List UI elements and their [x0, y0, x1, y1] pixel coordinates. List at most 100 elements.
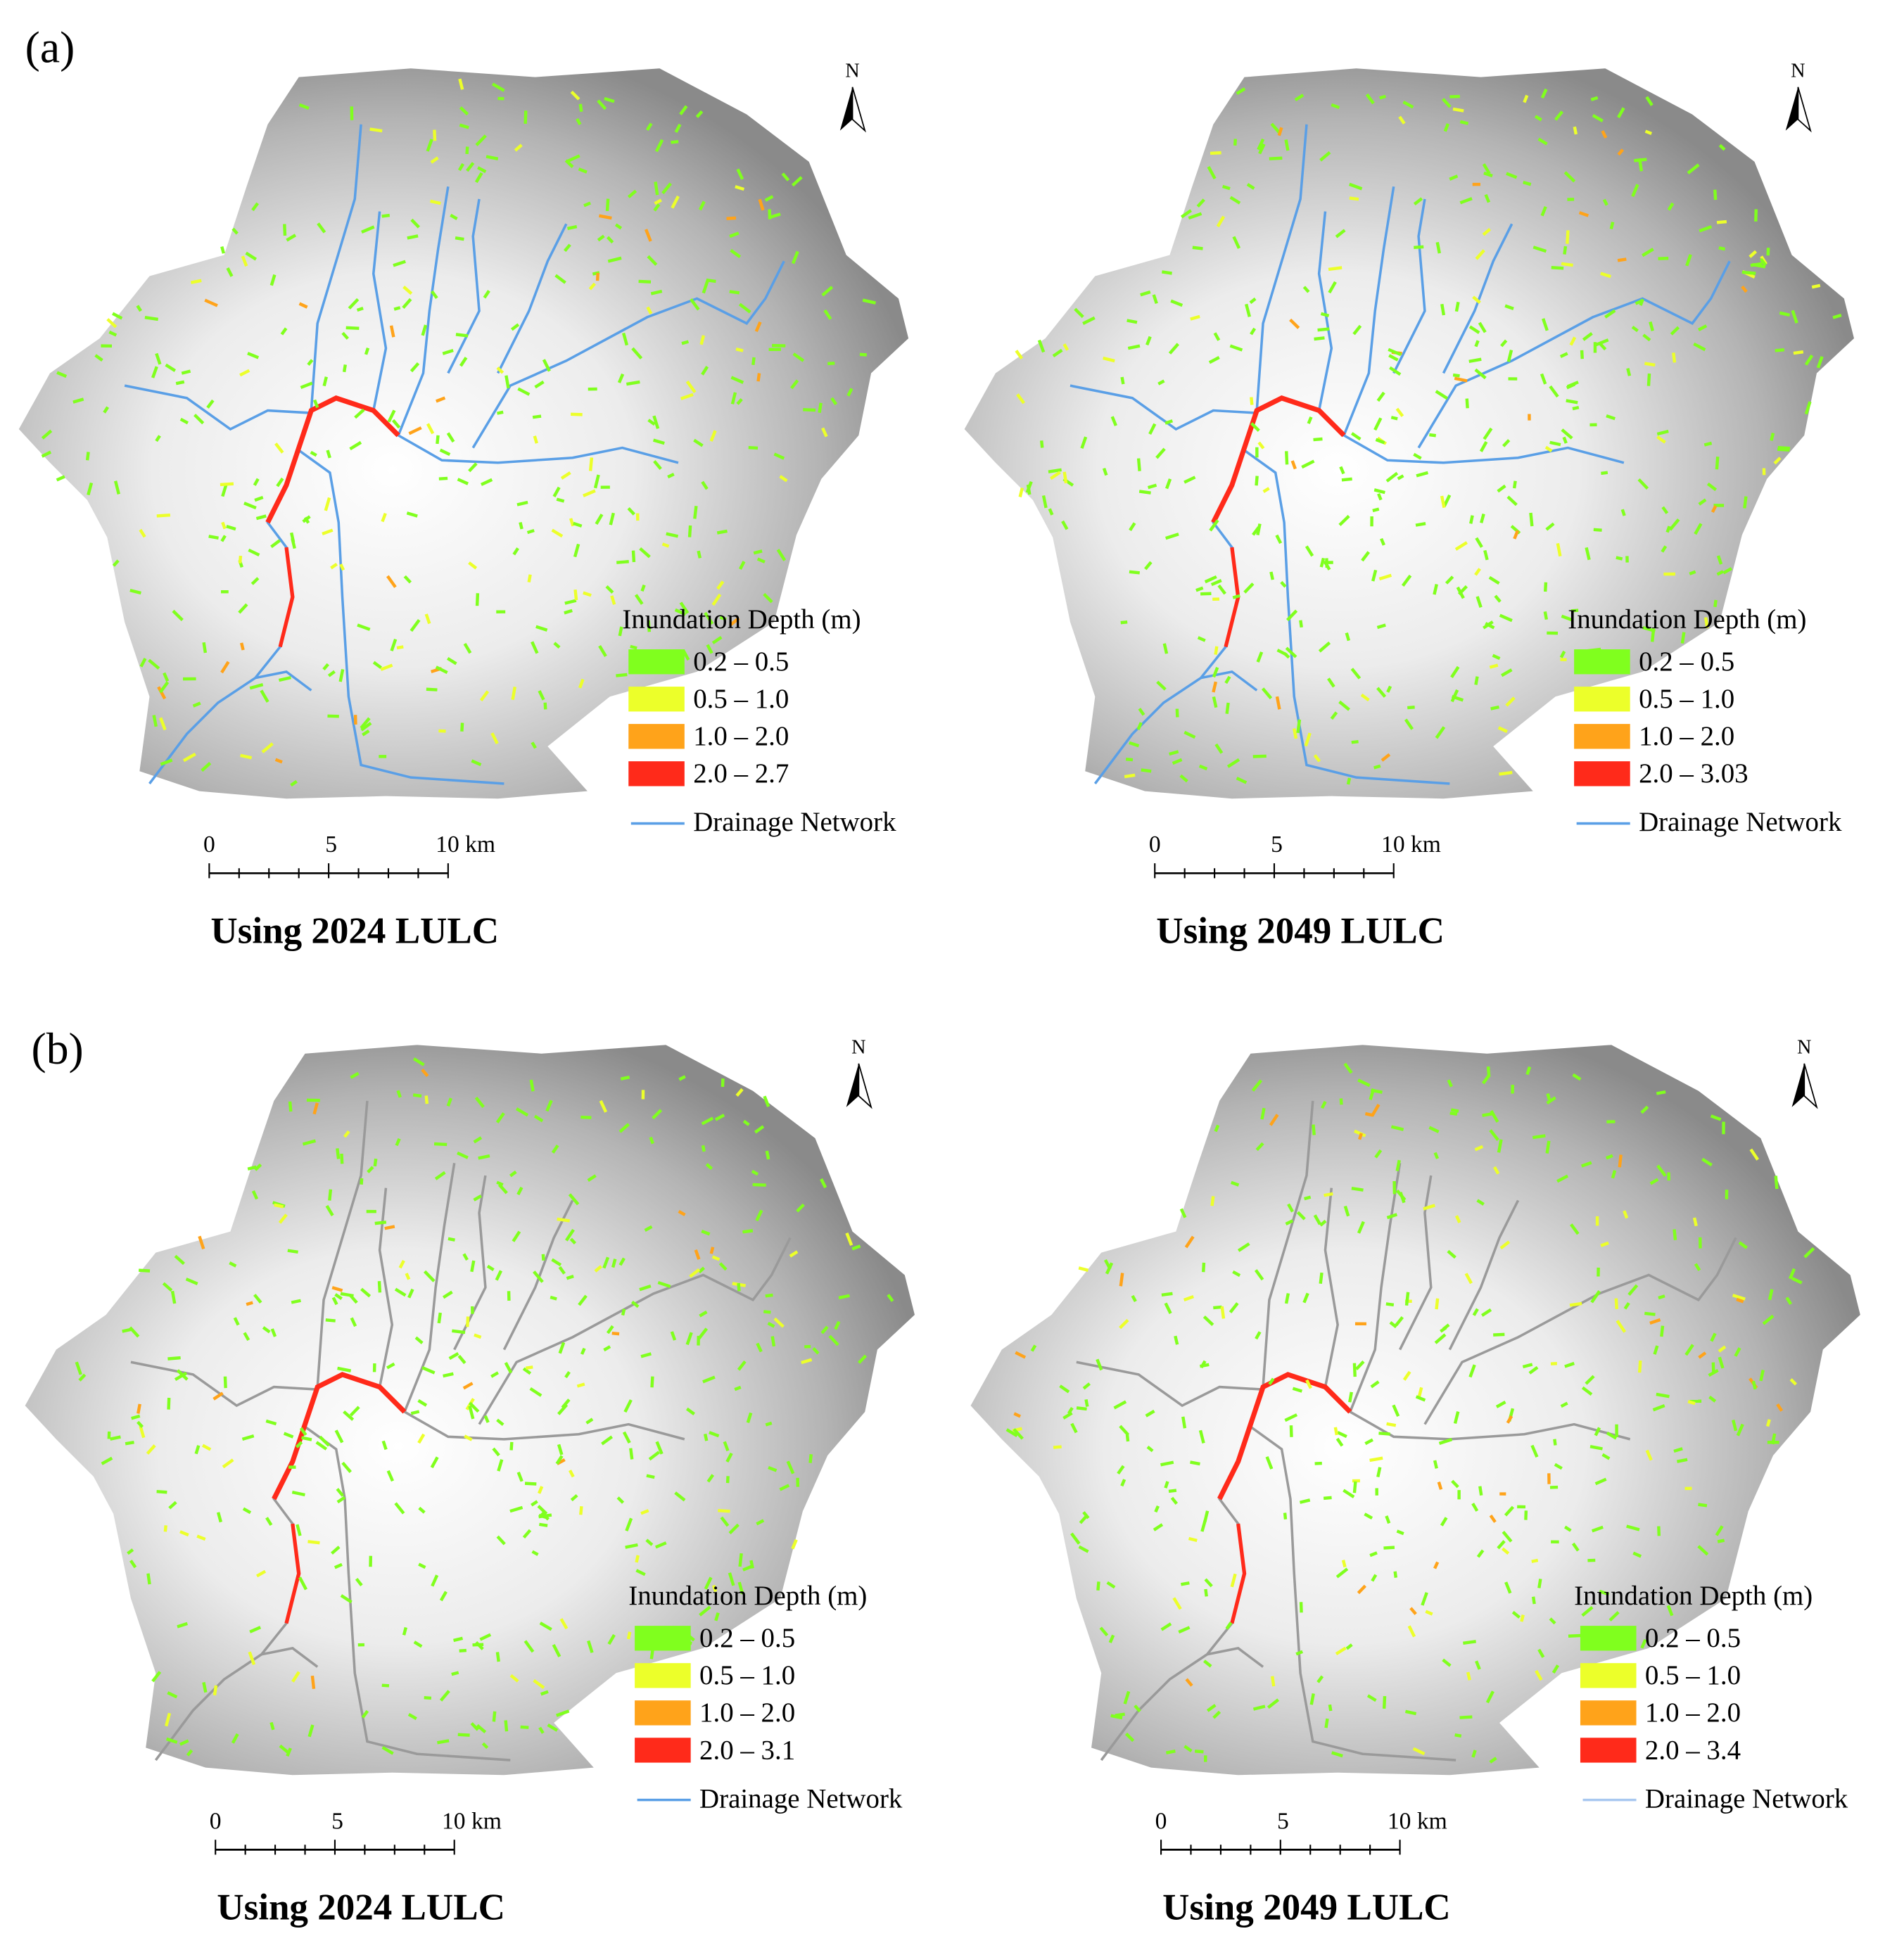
inundation-cell: [738, 302, 751, 314]
inundation-cell: [705, 1163, 713, 1171]
inundation-cell: [455, 333, 469, 338]
inundation-cell: [697, 550, 702, 559]
inundation-cell: [1371, 1574, 1378, 1582]
inundation-cell: [1157, 379, 1165, 386]
inundation-cell: [1324, 1192, 1333, 1197]
inundation-cell: [718, 1262, 728, 1271]
inundation-cell: [1393, 1571, 1398, 1578]
inundation-cell: [511, 687, 516, 701]
inundation-cell: [1386, 1213, 1398, 1220]
legend-swatch: [635, 1700, 691, 1726]
inundation-cell: [1494, 594, 1502, 603]
inundation-cell: [369, 127, 383, 133]
inundation-cell: [821, 427, 828, 438]
inundation-cell: [736, 168, 744, 180]
inundation-cell: [421, 1366, 436, 1375]
inundation-cell: [470, 1306, 474, 1314]
inundation-cell: [403, 575, 412, 584]
inundation-cell: [680, 393, 694, 400]
inundation-cell: [139, 1425, 146, 1439]
inundation-cell: [716, 580, 725, 590]
inundation-cell: [566, 1275, 574, 1280]
inundation-cell: [202, 642, 208, 654]
inundation-cell: [555, 1455, 564, 1465]
inundation-cell: [573, 589, 578, 601]
north-arrow: [1797, 87, 1812, 133]
inundation-cell: [85, 452, 90, 461]
inundation-cell: [459, 123, 469, 129]
inundation-cell: [1788, 1268, 1796, 1280]
inundation-cell: [1617, 257, 1627, 262]
inundation-cell: [437, 1739, 450, 1745]
legend-label: 2.0 – 2.7: [693, 758, 789, 789]
inundation-cell: [1338, 700, 1350, 711]
inundation-cell: [457, 1354, 467, 1365]
inundation-cell: [1459, 120, 1469, 125]
inundation-cell: [462, 1253, 469, 1261]
inundation-cell: [1284, 1413, 1298, 1422]
inundation-cell: [1551, 1540, 1559, 1544]
inundation-cell: [781, 172, 790, 181]
inundation-cell: [1760, 255, 1767, 265]
inundation-cell: [570, 90, 580, 101]
inundation-cell: [1283, 651, 1290, 659]
inundation-cell: [1396, 1529, 1404, 1536]
inundation-cell: [1096, 1581, 1100, 1591]
inundation-cell: [1656, 1392, 1670, 1399]
drainage-line: [1423, 1237, 1737, 1425]
inundation-cell: [1493, 1332, 1505, 1337]
inundation-cell: [725, 1452, 733, 1463]
inundation-cell: [772, 343, 786, 348]
inundation-cell: [738, 561, 746, 571]
legend-label: 0.2 – 0.5: [699, 1623, 795, 1653]
inundation-cell: [1717, 1539, 1725, 1543]
inundation-cell: [671, 139, 679, 144]
north-arrow: [839, 87, 853, 131]
inundation-cell: [626, 380, 640, 386]
inundation-cell: [1751, 1380, 1757, 1390]
inundation-cell: [649, 1136, 655, 1145]
inundation-cell: [1725, 1190, 1729, 1199]
drainage-line: [1200, 670, 1258, 692]
inundation-cell: [1680, 632, 1686, 644]
inundation-cell: [496, 610, 506, 613]
inundation-cell: [1184, 1235, 1195, 1249]
inundation-cell: [1280, 580, 1287, 588]
inundation-cell: [1160, 1460, 1174, 1467]
inundation-cell: [1453, 1411, 1460, 1425]
inundation-cell: [457, 1733, 470, 1737]
inundation-cell: [481, 1742, 489, 1750]
inundation-cell: [443, 1372, 454, 1378]
inundation-cell: [1483, 549, 1489, 561]
inundation-cell: [1380, 537, 1385, 546]
inundation-cell: [652, 415, 660, 429]
inundation-cell: [1365, 93, 1375, 105]
inundation-cell: [233, 1317, 240, 1326]
inundation-cell: [410, 1410, 420, 1415]
inundation-cell: [434, 1171, 446, 1180]
legend-network-label: Drainage Network: [1645, 1783, 1848, 1814]
inundation-cell: [1343, 1062, 1353, 1074]
inundation-cell: [520, 1725, 529, 1729]
inundation-cell: [524, 1482, 537, 1486]
inundation-cell: [360, 717, 371, 730]
inundation-cell: [1500, 339, 1508, 348]
inundation-cell: [394, 1502, 405, 1515]
inundation-cell: [709, 1247, 715, 1254]
legend-network-label: Drainage Network: [699, 1783, 903, 1814]
inundation-cell: [1632, 1551, 1642, 1558]
inundation-cell: [298, 302, 308, 309]
inundation-cell: [1216, 215, 1226, 228]
inundation-cell: [127, 1548, 134, 1555]
inundation-cell: [41, 450, 52, 458]
inundation-cell: [438, 729, 446, 733]
inundation-cell: [1559, 650, 1566, 658]
inundation-cell: [466, 1316, 470, 1327]
inundation-cell: [334, 1293, 343, 1301]
inundation-cell: [1301, 459, 1315, 469]
inundation-cell: [1595, 1216, 1599, 1226]
inundation-cell: [479, 690, 490, 701]
inundation-cell: [453, 1636, 464, 1643]
inundation-cell: [1275, 534, 1283, 544]
inundation-cell: [156, 1490, 167, 1494]
